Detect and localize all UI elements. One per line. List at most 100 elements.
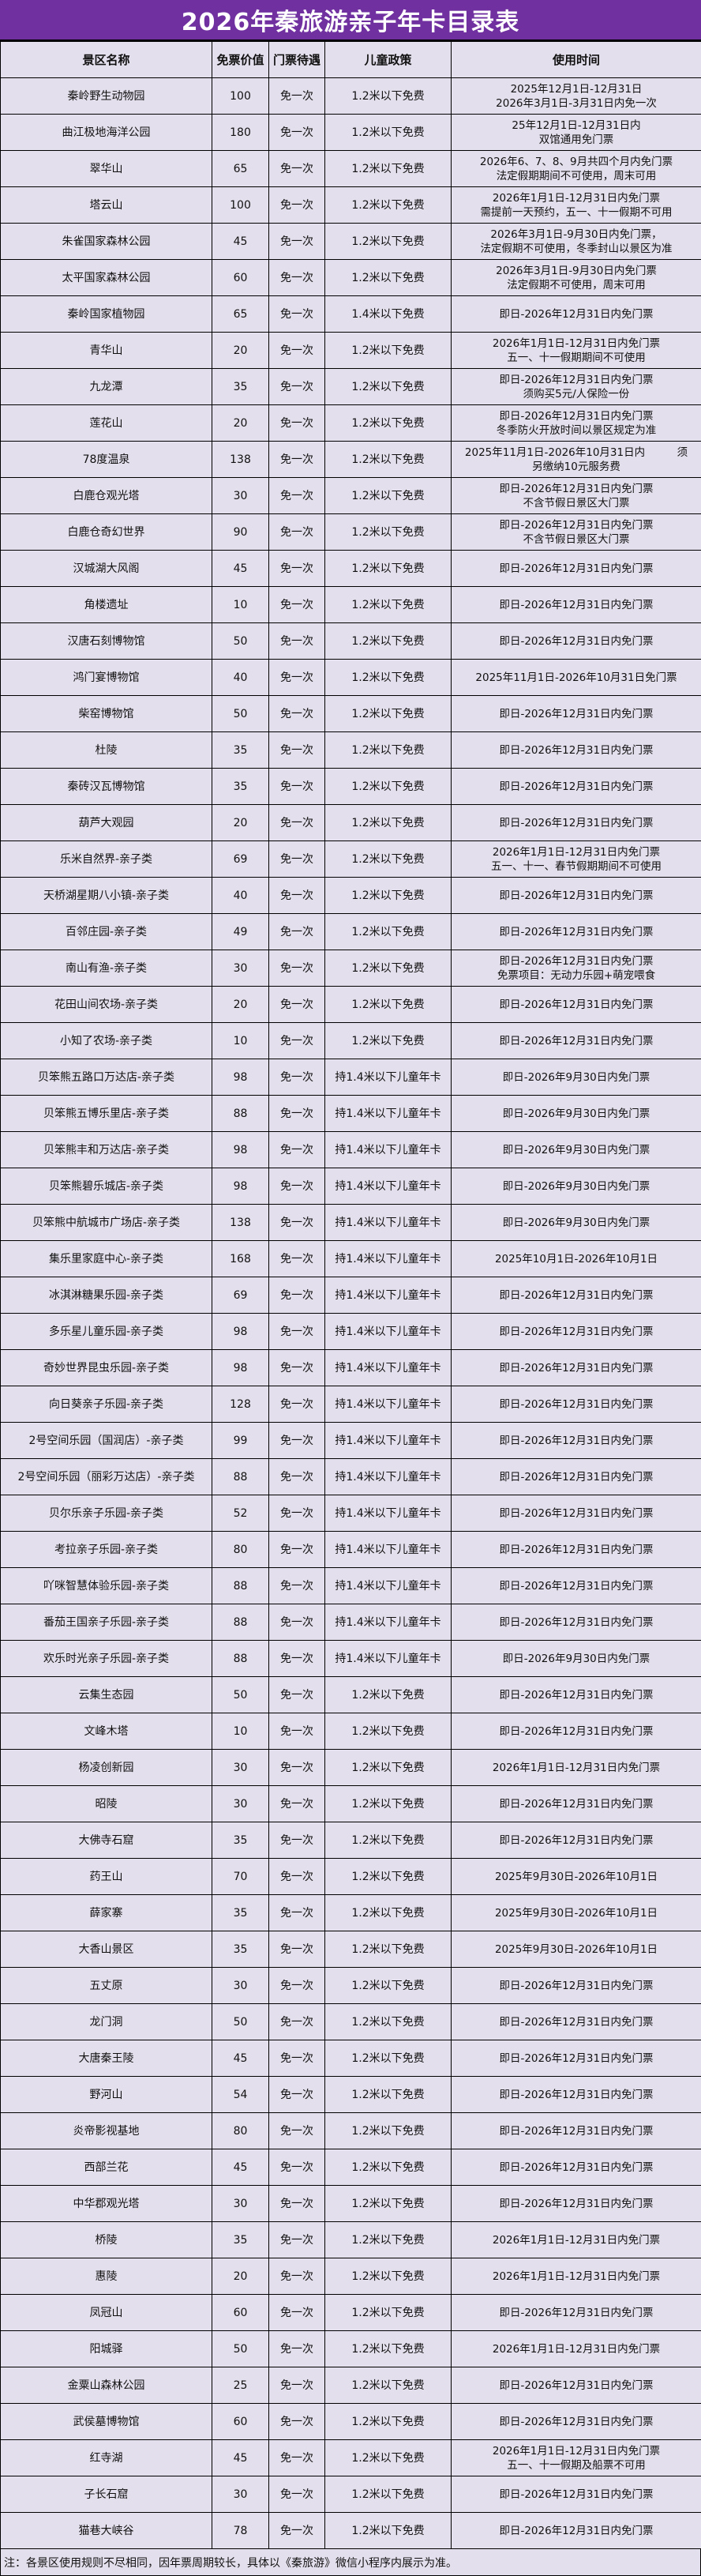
child-policy-cell: 1.4米以下免费 [325, 296, 452, 333]
attraction-name-cell: 凤冠山 [1, 2295, 212, 2331]
usage-period-cell: 即日-2026年12月31日内免门票 [452, 2476, 701, 2513]
child-policy-cell: 1.2米以下免费 [325, 2077, 452, 2113]
header-ticket-value: 免票价值 [212, 42, 269, 78]
child-policy-cell: 1.2米以下免费 [325, 623, 452, 660]
attraction-name-cell: 白鹿仓观光塔 [1, 478, 212, 514]
usage-period-cell: 即日-2026年12月31日内免门票 [452, 732, 701, 769]
ticket-value-cell: 40 [212, 878, 269, 914]
attraction-name-cell: 云集生态园 [1, 1677, 212, 1713]
ticket-benefit-cell: 免一次 [269, 333, 325, 369]
ticket-benefit-cell: 免一次 [269, 1822, 325, 1859]
attraction-name-cell: 大佛寺石窟 [1, 1822, 212, 1859]
attraction-name-cell: 小知了农场-亲子类 [1, 1023, 212, 1059]
attraction-name-cell: 秦岭国家植物园 [1, 296, 212, 333]
child-policy-cell: 1.2米以下免费 [325, 333, 452, 369]
child-policy-cell: 1.2米以下免费 [325, 1859, 452, 1895]
ticket-value-cell: 10 [212, 587, 269, 623]
ticket-benefit-cell: 免一次 [269, 296, 325, 333]
attraction-name-cell: 花田山间农场-亲子类 [1, 987, 212, 1023]
ticket-value-cell: 30 [212, 2476, 269, 2513]
ticket-value-cell: 54 [212, 2077, 269, 2113]
attraction-name-cell: 野河山 [1, 2077, 212, 2113]
ticket-value-cell: 49 [212, 914, 269, 950]
ticket-benefit-cell: 免一次 [269, 1096, 325, 1132]
usage-period-cell: 即日-2026年9月30日内免门票 [452, 1059, 701, 1096]
child-policy-cell: 持1.4米以下儿童年卡 [325, 1386, 452, 1423]
child-policy-cell: 持1.4米以下儿童年卡 [325, 1059, 452, 1096]
ticket-benefit-cell: 免一次 [269, 2331, 325, 2367]
attraction-name-cell: 奇妙世界昆虫乐园-亲子类 [1, 1350, 212, 1386]
child-policy-cell: 1.2米以下免费 [325, 2004, 452, 2040]
ticket-benefit-cell: 免一次 [269, 1786, 325, 1822]
child-policy-cell: 1.2米以下免费 [325, 987, 452, 1023]
child-policy-cell: 1.2米以下免费 [325, 841, 452, 878]
ticket-benefit-cell: 免一次 [269, 1495, 325, 1532]
ticket-value-cell: 45 [212, 2040, 269, 2077]
ticket-benefit-cell: 免一次 [269, 1713, 325, 1750]
usage-period-cell: 2026年3月1日-9月30日内免门票 法定假期不可使用，周末可用 [452, 260, 701, 296]
usage-period-cell: 即日-2026年12月31日内免门票 [452, 878, 701, 914]
usage-period-cell: 即日-2026年12月31日内免门票 不含节假日景区大门票 [452, 478, 701, 514]
usage-period-cell: 即日-2026年12月31日内免门票 [452, 987, 701, 1023]
child-policy-cell: 1.2米以下免费 [325, 1931, 452, 1968]
usage-period-cell: 即日-2026年12月31日内免门票 [452, 623, 701, 660]
usage-period-cell: 2026年6、7、8、9月共四个月内免门票 法定假期期间不可使用，周末可用 [452, 151, 701, 187]
ticket-value-cell: 70 [212, 1859, 269, 1895]
ticket-value-cell: 99 [212, 1423, 269, 1459]
ticket-benefit-cell: 免一次 [269, 1350, 325, 1386]
ticket-benefit-cell: 免一次 [269, 2186, 325, 2222]
ticket-benefit-cell: 免一次 [269, 115, 325, 151]
ticket-value-cell: 35 [212, 369, 269, 405]
child-policy-cell: 持1.4米以下儿童年卡 [325, 1532, 452, 1568]
ticket-benefit-cell: 免一次 [269, 78, 325, 115]
usage-period-cell: 2025年11月1日-2026年10月31日免门票 [452, 660, 701, 696]
child-policy-cell: 1.2米以下免费 [325, 2149, 452, 2186]
attraction-name-cell: 青华山 [1, 333, 212, 369]
ticket-benefit-cell: 免一次 [269, 1059, 325, 1096]
usage-period-cell: 2025年10月1日-2026年10月1日 [452, 1241, 701, 1277]
attraction-name-cell: 五丈原 [1, 1968, 212, 2004]
ticket-value-cell: 180 [212, 115, 269, 151]
usage-period-cell: 即日-2026年12月31日内免门票 [452, 1314, 701, 1350]
ticket-value-cell: 128 [212, 1386, 269, 1423]
ticket-benefit-cell: 免一次 [269, 2367, 325, 2404]
attraction-name-cell: 秦砖汉瓦博物馆 [1, 769, 212, 805]
usage-period-cell: 2025年9月30日-2026年10月1日 [452, 1931, 701, 1968]
ticket-benefit-cell: 免一次 [269, 696, 325, 732]
ticket-value-cell: 88 [212, 1641, 269, 1677]
header-attraction-name: 景区名称 [1, 42, 212, 78]
usage-period-cell: 即日-2026年12月31日内免门票 [452, 1968, 701, 2004]
attraction-name-cell: 贝笨熊中航城市广场店-亲子类 [1, 1205, 212, 1241]
ticket-value-cell: 30 [212, 1786, 269, 1822]
ticket-benefit-cell: 免一次 [269, 2222, 325, 2258]
ticket-value-cell: 50 [212, 2004, 269, 2040]
attraction-name-cell: 集乐里家庭中心-亲子类 [1, 1241, 212, 1277]
child-policy-cell: 1.2米以下免费 [325, 551, 452, 587]
child-policy-cell: 持1.4米以下儿童年卡 [325, 1314, 452, 1350]
ticket-benefit-cell: 免一次 [269, 2476, 325, 2513]
usage-period-cell: 即日-2026年12月31日内免门票 不含节假日景区大门票 [452, 514, 701, 551]
usage-period-cell: 即日-2026年12月31日内免门票 [452, 1677, 701, 1713]
child-policy-cell: 1.2米以下免费 [325, 878, 452, 914]
child-policy-cell: 持1.4米以下儿童年卡 [325, 1604, 452, 1641]
ticket-value-cell: 88 [212, 1459, 269, 1495]
attraction-name-cell: 鸿门宴博物馆 [1, 660, 212, 696]
ticket-value-cell: 100 [212, 78, 269, 115]
child-policy-cell: 1.2米以下免费 [325, 442, 452, 478]
attraction-name-cell: 欢乐时光亲子乐园-亲子类 [1, 1641, 212, 1677]
